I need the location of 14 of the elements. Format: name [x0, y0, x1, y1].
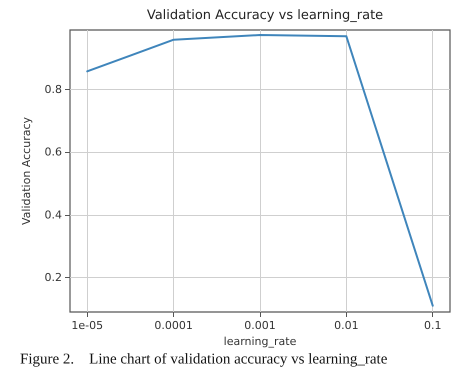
y-axis-title: Validation Accuracy: [20, 116, 33, 226]
y-tick-label: 0.2: [44, 271, 62, 284]
caption: Figure 2. Line chart of validation accuracy vs learning_rate: [20, 352, 388, 368]
x-tick-label: 1e-05: [71, 319, 104, 332]
x-tick-label: 0.0001: [154, 319, 193, 332]
y-tick-label: 0.6: [44, 146, 62, 159]
x-tick-label: 0.1: [424, 319, 442, 332]
chart-title: Validation Accuracy vs learning_rate: [146, 8, 384, 23]
x-axis-title: learning_rate: [224, 334, 297, 348]
x-tick-label: 0.001: [244, 319, 276, 332]
x-tick-label: 0.01: [334, 319, 359, 332]
line-series: [86, 34, 434, 307]
y-tick-label: 0.8: [44, 83, 62, 96]
y-tick-label: 0.4: [44, 208, 62, 222]
